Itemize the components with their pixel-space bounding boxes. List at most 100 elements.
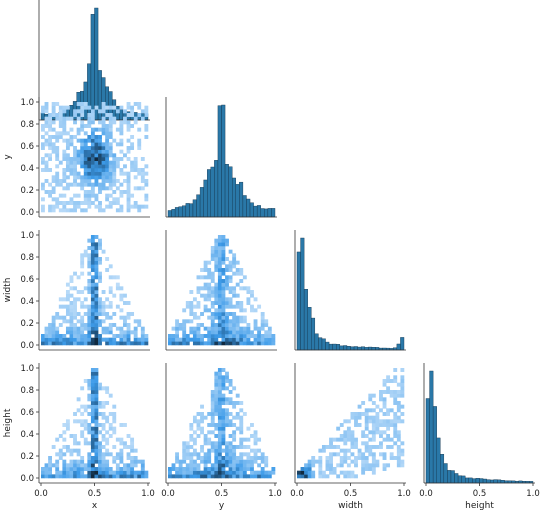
heat-cell [325, 459, 330, 464]
heat-cell [80, 257, 85, 261]
heat-cell [73, 297, 77, 302]
heat-cell [375, 430, 380, 435]
heat-cell [207, 448, 212, 453]
heat-cell [108, 304, 113, 309]
heat-cell [69, 168, 74, 172]
heat-cell [90, 286, 95, 291]
heat-cell [90, 153, 95, 158]
heat-cell [73, 146, 77, 150]
heat-cell [257, 326, 262, 331]
heat-cell [382, 401, 387, 405]
heat-cell [217, 445, 222, 449]
heat-cell [239, 437, 244, 442]
hist-bar [242, 195, 247, 218]
heat-cell [80, 146, 85, 150]
heat-cell [361, 441, 366, 446]
heat-cell [182, 308, 187, 313]
joint-x-height-ytick-label: 0.8 [20, 386, 34, 396]
heat-cell [112, 337, 117, 342]
heat-cell [73, 308, 77, 313]
heat-cell [210, 337, 215, 342]
hist-bar [178, 206, 183, 218]
heat-cell [382, 423, 387, 427]
heat-cell [246, 326, 251, 331]
heat-cell [357, 456, 362, 460]
heat-cell [386, 375, 391, 380]
heat-cell [80, 459, 85, 464]
heat-cell [123, 171, 127, 176]
heat-cell [175, 330, 179, 335]
heat-cell [83, 337, 88, 342]
heat-cell [90, 127, 95, 132]
heat-cell [115, 197, 120, 202]
heat-cell [346, 456, 351, 460]
heat-cell [76, 334, 81, 338]
heat-cell [393, 456, 398, 460]
heat-cell [137, 319, 142, 324]
heat-cell [76, 116, 81, 121]
heat-cell [48, 142, 52, 147]
heat-cell [94, 341, 99, 346]
heat-cell [41, 474, 45, 479]
heat-cell [400, 412, 405, 416]
heat-cell [221, 257, 226, 261]
heat-cell [332, 437, 337, 442]
heat-cell [210, 253, 215, 258]
heat-cell [55, 102, 60, 106]
heat-cell [98, 279, 102, 283]
heat-cell [94, 337, 99, 342]
heat-cell [51, 190, 56, 194]
heat-cell [108, 116, 113, 121]
heat-cell [389, 423, 394, 427]
heat-cell [253, 474, 258, 479]
heat-cell [225, 459, 229, 464]
heat-cell [389, 408, 394, 413]
heat-cell [221, 470, 226, 475]
heat-cell [182, 470, 187, 475]
heat-cell [200, 275, 204, 280]
heat-cell [168, 467, 172, 471]
heat-cell [94, 467, 99, 471]
heat-cell [133, 456, 138, 460]
heat-cell [90, 249, 95, 254]
heat-cell [58, 315, 63, 320]
heat-cell [69, 452, 74, 457]
heat-cell [364, 426, 369, 431]
heat-cell [90, 201, 95, 205]
heat-cell [232, 304, 237, 309]
heat-cell [41, 142, 45, 147]
heat-cell [393, 434, 398, 438]
heat-cell [101, 401, 106, 405]
heat-cell [130, 146, 135, 150]
heat-cell [246, 437, 251, 442]
heat-cell [126, 326, 131, 331]
heat-cell [101, 459, 106, 464]
heat-cell [178, 326, 183, 331]
heat-cell [83, 426, 88, 431]
heat-cell [90, 379, 95, 383]
heat-cell [44, 330, 49, 335]
heat-cell [336, 463, 341, 468]
heat-cell [87, 441, 92, 446]
heat-cell [133, 175, 138, 180]
heat-cell [55, 341, 60, 346]
heat-cell [65, 419, 70, 424]
heat-cell [65, 463, 70, 468]
heat-cell [339, 423, 344, 427]
joint-x-height-xtick-label: 1.0 [141, 489, 155, 499]
heat-cell [65, 474, 70, 479]
heat-cell [203, 470, 208, 475]
heat-cell [126, 470, 131, 475]
heat-cell [221, 423, 226, 427]
heat-cell [192, 441, 197, 446]
heat-cell [189, 330, 194, 335]
joint-width-height-xtick-label: 0.5 [344, 489, 358, 499]
heat-cell [217, 382, 222, 387]
heat-cell [210, 312, 215, 316]
heat-cell [123, 337, 127, 342]
heat-cell [210, 467, 215, 471]
heat-cell [257, 448, 262, 453]
heat-cell [400, 390, 405, 394]
heat-cell [235, 260, 240, 265]
heat-cell [318, 456, 323, 460]
